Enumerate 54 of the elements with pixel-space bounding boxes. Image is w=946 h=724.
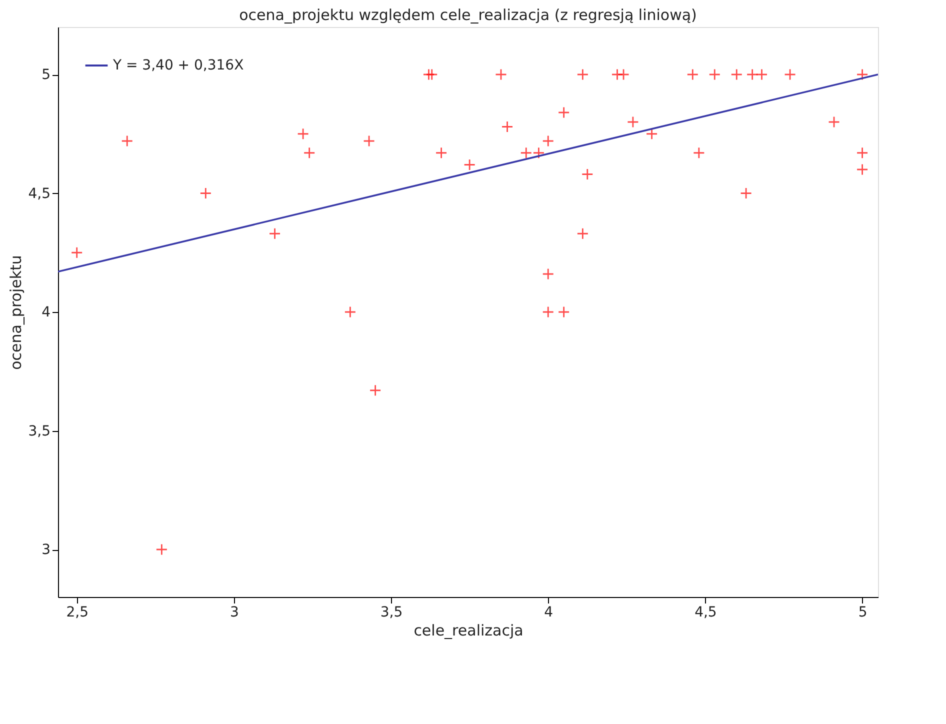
point (542, 306, 554, 318)
point (740, 187, 752, 200)
point (618, 68, 630, 80)
point (581, 168, 594, 180)
point (828, 116, 840, 128)
x-tick-label: 3 (230, 604, 239, 620)
y-tick-label: 5 (42, 67, 50, 83)
point (520, 146, 532, 159)
point (200, 187, 212, 200)
point (784, 68, 796, 80)
point (426, 68, 438, 80)
point (627, 116, 639, 128)
point (532, 146, 545, 159)
point (464, 158, 476, 171)
point (369, 384, 382, 396)
point (495, 68, 507, 80)
point (558, 106, 570, 118)
x-tick-label: 2,5 (66, 604, 88, 620)
point (363, 135, 375, 147)
x-tick-label: 4,5 (694, 604, 717, 620)
chart-title: ocena_projektu względem cele_realizacja (z regresją liniową) (239, 6, 697, 24)
point (501, 120, 514, 133)
point (576, 68, 589, 80)
y-tick-label: 4,5 (28, 186, 50, 202)
point (121, 135, 134, 147)
point (156, 544, 168, 556)
y-tick-label: 3,5 (28, 423, 50, 440)
point (558, 306, 570, 318)
point (344, 306, 356, 318)
point (303, 146, 316, 159)
x-tick-label: 4 (544, 604, 554, 620)
point (435, 146, 448, 159)
point (856, 68, 868, 80)
y-axis-title: ocena_projektu (7, 255, 26, 370)
legend-label: Y = 3,40 + 0,316X (112, 58, 244, 74)
point (746, 68, 758, 80)
point (542, 135, 554, 147)
point (756, 68, 768, 80)
point (542, 268, 554, 280)
x-tick-label: 3,5 (380, 604, 403, 620)
point (692, 146, 705, 159)
y-tick-label: 4 (42, 304, 51, 320)
x-axis-title: cele_realizacja (414, 622, 524, 640)
point (70, 246, 83, 259)
point (730, 68, 743, 80)
x-tick-label: 5 (858, 604, 868, 620)
point (576, 228, 589, 240)
point (268, 228, 281, 240)
point (686, 68, 699, 80)
point (856, 146, 868, 159)
point (297, 128, 309, 140)
point (708, 68, 721, 80)
y-tick-label: 3 (42, 542, 50, 558)
point (856, 164, 868, 176)
